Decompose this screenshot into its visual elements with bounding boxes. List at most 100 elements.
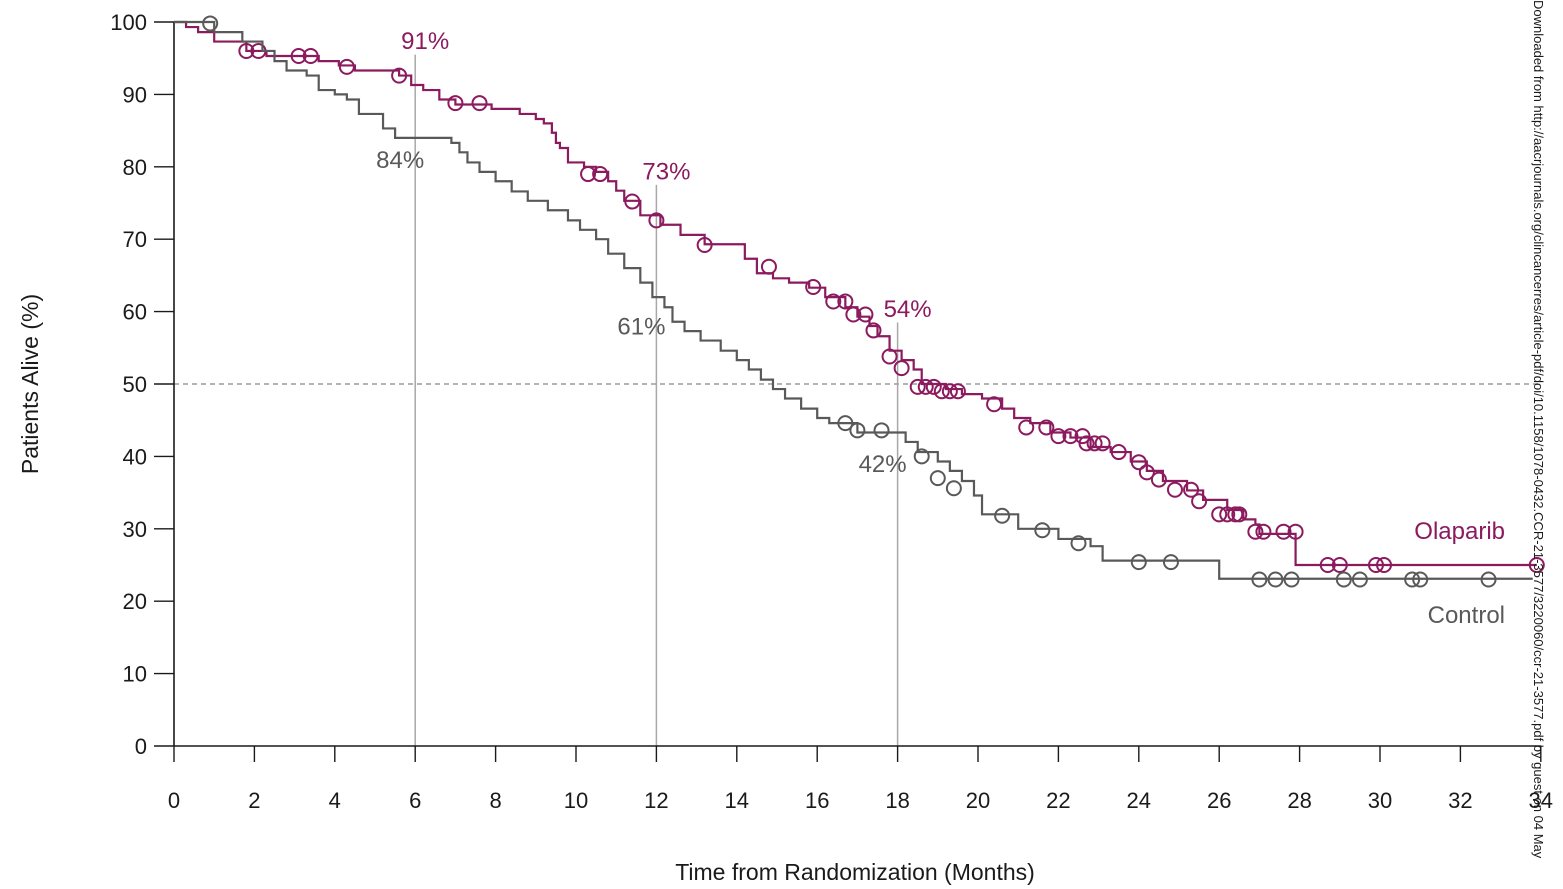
y-tick-label: 50 — [123, 372, 147, 397]
control-censor-mark — [837, 415, 854, 432]
x-tick-label: 22 — [1046, 788, 1070, 813]
control-censor-mark — [1283, 571, 1300, 588]
olaparib-censor-mark — [1211, 506, 1228, 523]
x-tick-label: 28 — [1287, 788, 1311, 813]
control-censor-mark — [202, 15, 219, 32]
olaparib-censor-mark — [1183, 481, 1200, 498]
olaparib-censor-mark — [1287, 523, 1304, 540]
olaparib-censor-mark — [1367, 557, 1384, 573]
x-tick-label: 18 — [885, 788, 909, 813]
y-tick-label: 80 — [123, 155, 147, 180]
x-tick-label: 34 — [1529, 788, 1553, 813]
olaparib-censor-mark — [580, 166, 597, 183]
x-tick-label: 8 — [489, 788, 501, 813]
x-tick-label: 24 — [1127, 788, 1151, 813]
control-censor-mark — [849, 422, 866, 439]
control-censor-mark — [1162, 554, 1179, 571]
y-tick-label: 60 — [123, 300, 147, 325]
olaparib-censor-mark — [760, 258, 777, 275]
y-tick-label: 90 — [123, 82, 147, 107]
olaparib-censor-mark — [1094, 435, 1111, 452]
olaparib-censor-mark — [837, 293, 854, 310]
control-censor-mark — [913, 448, 930, 465]
olaparib-censor-mark — [592, 166, 609, 183]
olaparib-censor-mark — [1247, 523, 1264, 540]
olaparib-censor-mark — [1376, 557, 1393, 573]
control-censor-mark — [1251, 571, 1268, 588]
olaparib-censor-mark — [624, 193, 641, 210]
control-censor-mark — [1404, 571, 1421, 588]
x-tick-label: 16 — [805, 788, 829, 813]
olaparib-censor-mark — [1191, 493, 1208, 510]
control-censor-mark — [1267, 571, 1284, 588]
series-label-olaparib: Olaparib — [1414, 518, 1505, 545]
annotation-olaparib-6mo: 91% — [401, 28, 449, 55]
x-axis-title: Time from Randomization (Months) — [675, 859, 1035, 885]
x-tick-label: 26 — [1207, 788, 1231, 813]
y-tick-label: 30 — [123, 517, 147, 542]
olaparib-censor-mark — [881, 348, 898, 365]
olaparib-censor-mark — [857, 306, 874, 323]
olaparib-censor-mark — [1038, 419, 1055, 436]
x-tick-label: 12 — [644, 788, 668, 813]
olaparib-censor-mark — [238, 42, 255, 59]
control-censor-mark — [1034, 522, 1051, 539]
series-label-control: Control — [1428, 602, 1505, 629]
y-tick-label: 20 — [123, 589, 147, 614]
reference-lines — [174, 54, 1541, 746]
olaparib-censor-mark — [1110, 444, 1127, 461]
control-censor-mark — [1130, 554, 1147, 571]
olaparib-censor-mark — [925, 378, 942, 395]
x-tick-label: 32 — [1448, 788, 1472, 813]
olaparib-censor-mark — [447, 95, 464, 112]
olaparib-curve — [174, 20, 1537, 567]
control-censor-mark — [945, 480, 962, 497]
control-censor-mark — [1335, 571, 1352, 588]
download-watermark-text: Downloaded from http://aacrjournals.org/… — [1531, 0, 1546, 859]
control-censor-mark — [1412, 571, 1429, 588]
y-tick-label: 70 — [123, 227, 147, 252]
olaparib-censor-mark — [1255, 523, 1272, 540]
olaparib-censor-mark — [1219, 506, 1236, 523]
chart-text: 91% 73% 54% 84% 61% 42% Olaparib Control — [376, 28, 1505, 629]
olaparib-censor-mark — [648, 212, 665, 229]
x-tick-label: 4 — [329, 788, 341, 813]
control-censor-mark — [929, 470, 946, 487]
olaparib-censor-mark — [290, 48, 307, 65]
olaparib-censor-mark — [1130, 454, 1147, 471]
annotation-control-18mo: 42% — [859, 451, 907, 478]
olaparib-censor-mark — [941, 383, 958, 400]
control-curve — [174, 20, 1533, 580]
x-tick-label: 6 — [409, 788, 421, 813]
olaparib-censor-mark — [933, 383, 950, 400]
olaparib-censor-mark — [917, 378, 934, 395]
olaparib-censor-mark — [391, 67, 408, 84]
control-censor-mark — [1480, 571, 1497, 588]
olaparib-censor-mark — [825, 293, 842, 310]
x-tick-label: 10 — [564, 788, 588, 813]
x-tick-label: 30 — [1368, 788, 1392, 813]
olaparib-censor-mark — [1078, 435, 1095, 452]
x-tick-label: 0 — [168, 788, 180, 813]
olaparib-censor-mark — [893, 360, 910, 377]
annotation-olaparib-18mo: 54% — [884, 296, 932, 323]
olaparib-censor-mark — [302, 48, 319, 65]
control-censor-mark — [1351, 571, 1368, 588]
control-censor-mark — [1070, 535, 1087, 552]
annotation-olaparib-12mo: 73% — [642, 158, 690, 185]
control-censor-mark — [873, 422, 890, 439]
x-tick-label: 14 — [725, 788, 749, 813]
annotation-control-12mo: 61% — [617, 313, 665, 340]
olaparib-censor-mark — [1331, 557, 1348, 573]
annotation-control-6mo: 84% — [376, 147, 424, 174]
olaparib-censor-mark — [1319, 557, 1336, 573]
olaparib-censor-mark — [1050, 428, 1067, 445]
y-tick-label: 100 — [110, 10, 147, 35]
olaparib-censor-mark — [471, 95, 488, 112]
y-tick-label: 10 — [123, 662, 147, 687]
olaparib-censor-mark — [696, 236, 713, 253]
olaparib-censor-mark — [1062, 428, 1079, 445]
olaparib-censor-mark — [1275, 523, 1292, 540]
olaparib-censor-mark — [909, 378, 926, 395]
